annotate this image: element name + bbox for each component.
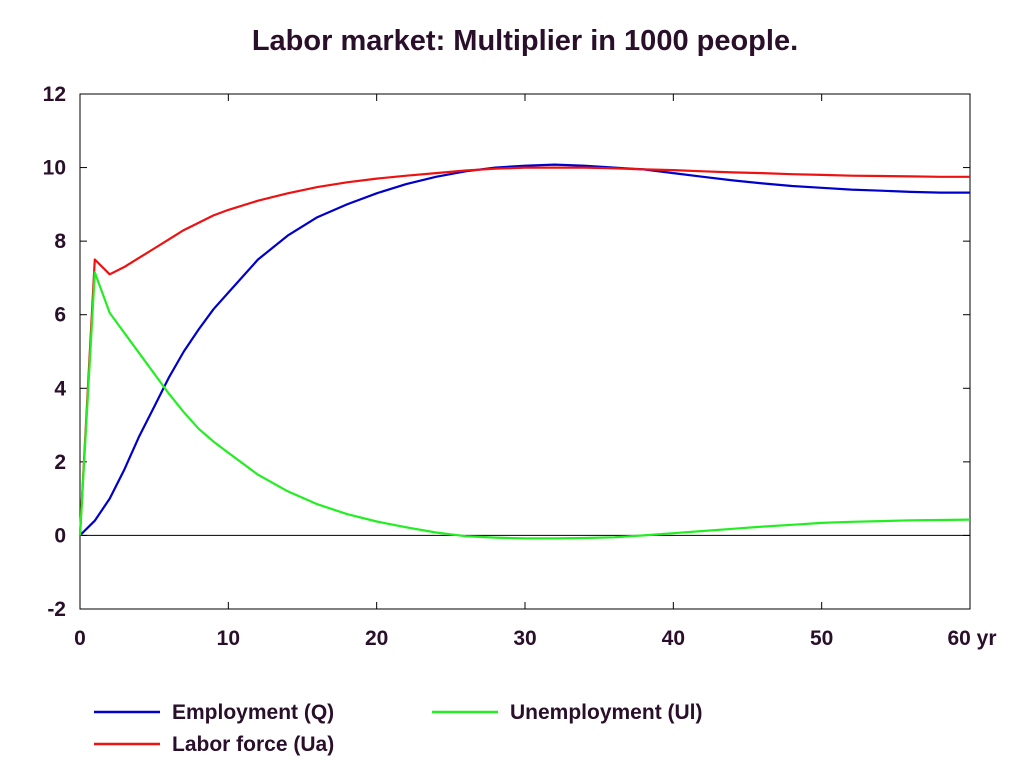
x-tick-label: 20 xyxy=(365,627,388,650)
axes: -2 0 2 4 6 8 10 12 0 10 20 30 40 50 60 yr xyxy=(43,83,997,650)
legend: Employment (Q) Labor force (Ua) Unemployme… xyxy=(94,701,703,756)
x-tick-label: 10 xyxy=(217,627,240,650)
y-tick-label: 12 xyxy=(43,83,66,106)
plot-frame xyxy=(79,93,971,610)
x-tick-label: 30 xyxy=(513,627,536,650)
y-tick-label: 2 xyxy=(54,451,66,474)
y-tick-label: 6 xyxy=(54,304,66,327)
x-tick-label: 40 xyxy=(662,627,685,650)
series-line-employment-q xyxy=(79,163,970,537)
y-tick-label: 4 xyxy=(54,377,66,400)
y-tick-label: 8 xyxy=(54,230,66,253)
x-tick-label: 60 yr xyxy=(947,627,996,650)
chart-title: Labor market: Multiplier in 1000 people. xyxy=(252,25,798,57)
legend-label-labor-force-ua: Labor force (Ua) xyxy=(172,733,334,756)
y-tick-label: -2 xyxy=(47,598,66,621)
legend-label-employment-q: Employment (Q) xyxy=(172,701,334,724)
series-layer xyxy=(78,163,971,540)
y-tick-label: 0 xyxy=(54,524,66,547)
x-tick-label: 0 xyxy=(74,627,86,650)
series-line-labor-force-ua xyxy=(78,166,970,536)
legend-label-unemployment-ul: Unemployment (Ul) xyxy=(510,701,703,724)
x-tick-label: 50 xyxy=(810,627,833,650)
y-tick-label: 10 xyxy=(43,157,66,180)
series-line-unemployment-ul xyxy=(78,271,971,540)
